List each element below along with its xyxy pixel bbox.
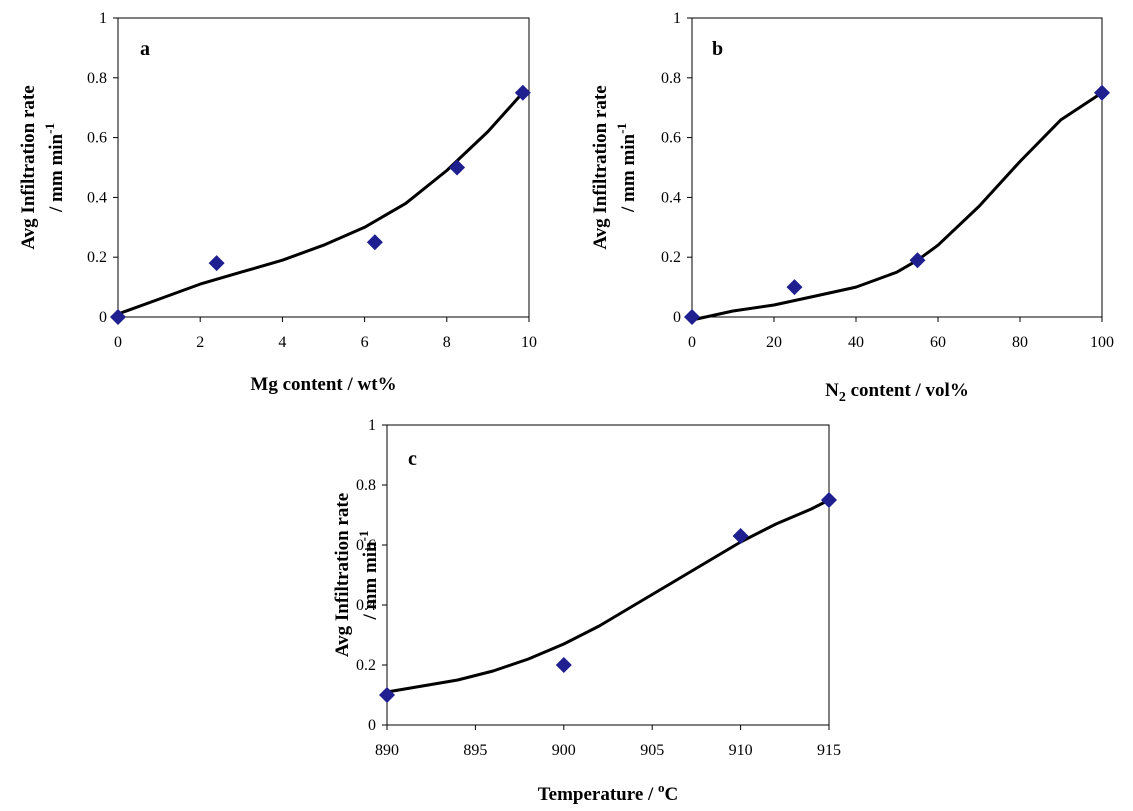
data-point (449, 159, 466, 176)
y-tick-label: 0.2 (661, 249, 681, 266)
y-axis-label-part: / mm min (618, 133, 639, 213)
y-axis-label-superscript: -1 (614, 123, 629, 134)
data-point (555, 657, 572, 673)
data-point (208, 255, 225, 272)
x-tick-label: 895 (463, 742, 487, 759)
y-axis-label-part: / mm min (360, 541, 381, 621)
y-axis-label-line1: Avg Infiltration rate (332, 493, 353, 657)
y-axis-label-line2: / mm min-1 (614, 123, 639, 213)
y-axis-label-line1: Avg Infiltration rate (18, 85, 39, 249)
y-tick-label: 0.6 (661, 130, 681, 147)
chart-panel-b: 0 0.2 0.4 0.6 0.8 1 0 20 40 60 80 100 b N2 content / … (590, 10, 1114, 405)
x-tick-label: 6 (361, 334, 369, 351)
y-axis-label-line2: / mm min-1 (356, 531, 381, 621)
x-axis-label-superscript: o (658, 780, 665, 795)
trend-curve (690, 91, 1104, 322)
y-axis-label-line1: Avg Infiltration rate (590, 85, 611, 249)
y-tick-label: 0.6 (356, 537, 376, 554)
data-point (514, 84, 531, 101)
data-point (786, 279, 803, 296)
data-point (379, 687, 395, 703)
x-tick-label: 80 (1012, 334, 1028, 351)
plot-frame (691, 17, 1103, 318)
x-tick-label: 915 (817, 742, 841, 759)
x-tick-label: 8 (443, 334, 451, 351)
x-axis-label-part: content / vol% (846, 380, 969, 401)
plot-frame (386, 424, 830, 726)
y-tick-label: 0.8 (87, 70, 107, 87)
data-point (366, 234, 383, 251)
y-tick-label: 0 (673, 309, 681, 326)
x-axis-label-subscript: 2 (839, 390, 846, 405)
y-tick-label: 0.2 (356, 657, 376, 674)
y-tick-label: 1 (99, 10, 107, 27)
y-tick-label: 0.2 (87, 249, 107, 266)
x-tick-label: 900 (552, 742, 576, 759)
x-axis-label-part: Temperature / (538, 784, 658, 805)
chart-panel-c: 0 0.2 0.4 0.6 0.8 1 890 895 900 905 910 915 c Tempera… (332, 417, 841, 805)
x-axis-label: Mg content / wt% (250, 374, 396, 395)
x-tick-label: 0 (114, 334, 122, 351)
x-tick-label: 100 (1090, 334, 1114, 351)
y-tick-label: 0.8 (661, 70, 681, 87)
x-tick-label: 4 (278, 334, 286, 351)
y-axis-label-superscript: -1 (42, 123, 57, 134)
y-tick-label: 0.6 (87, 130, 107, 147)
y-tick-label: 0.4 (356, 597, 376, 614)
y-tick-label: 1 (368, 417, 376, 434)
x-tick-label: 905 (640, 742, 664, 759)
x-tick-label: 10 (521, 334, 537, 351)
y-tick-label: 0.4 (87, 189, 107, 206)
panel-label: c (408, 448, 417, 470)
x-tick-label: 0 (688, 334, 696, 351)
trend-curve (116, 91, 525, 316)
x-tick-label: 890 (375, 742, 399, 759)
x-tick-label: 2 (196, 334, 204, 351)
x-tick-label: 20 (766, 334, 782, 351)
y-tick-label: 1 (673, 10, 681, 27)
data-point (1094, 84, 1110, 101)
y-tick-label: 0 (368, 717, 376, 734)
plot-frame (117, 17, 530, 318)
x-tick-label: 60 (930, 334, 946, 351)
panel-label: b (712, 38, 723, 60)
y-axis-label-superscript: -1 (356, 531, 371, 542)
x-axis-label: N2 content / vol% (825, 380, 969, 405)
y-axis-label-line2: / mm min-1 (42, 123, 67, 213)
y-axis-label-part: / mm min (46, 133, 67, 213)
y-tick-label: 0.8 (356, 477, 376, 494)
data-point (110, 309, 126, 325)
y-tick-label: 0.4 (661, 189, 681, 206)
data-point (732, 528, 749, 544)
x-tick-label: 910 (729, 742, 753, 759)
data-point (684, 309, 700, 325)
panel-label: a (140, 38, 150, 60)
data-point (909, 252, 926, 269)
x-axis-label: Temperature / oC (538, 780, 679, 805)
trend-curve (385, 498, 831, 694)
data-point (821, 492, 837, 508)
x-tick-label: 40 (848, 334, 864, 351)
x-axis-label-part: C (665, 784, 679, 805)
x-axis-label-part: N (825, 380, 839, 401)
y-tick-label: 0 (99, 309, 107, 326)
